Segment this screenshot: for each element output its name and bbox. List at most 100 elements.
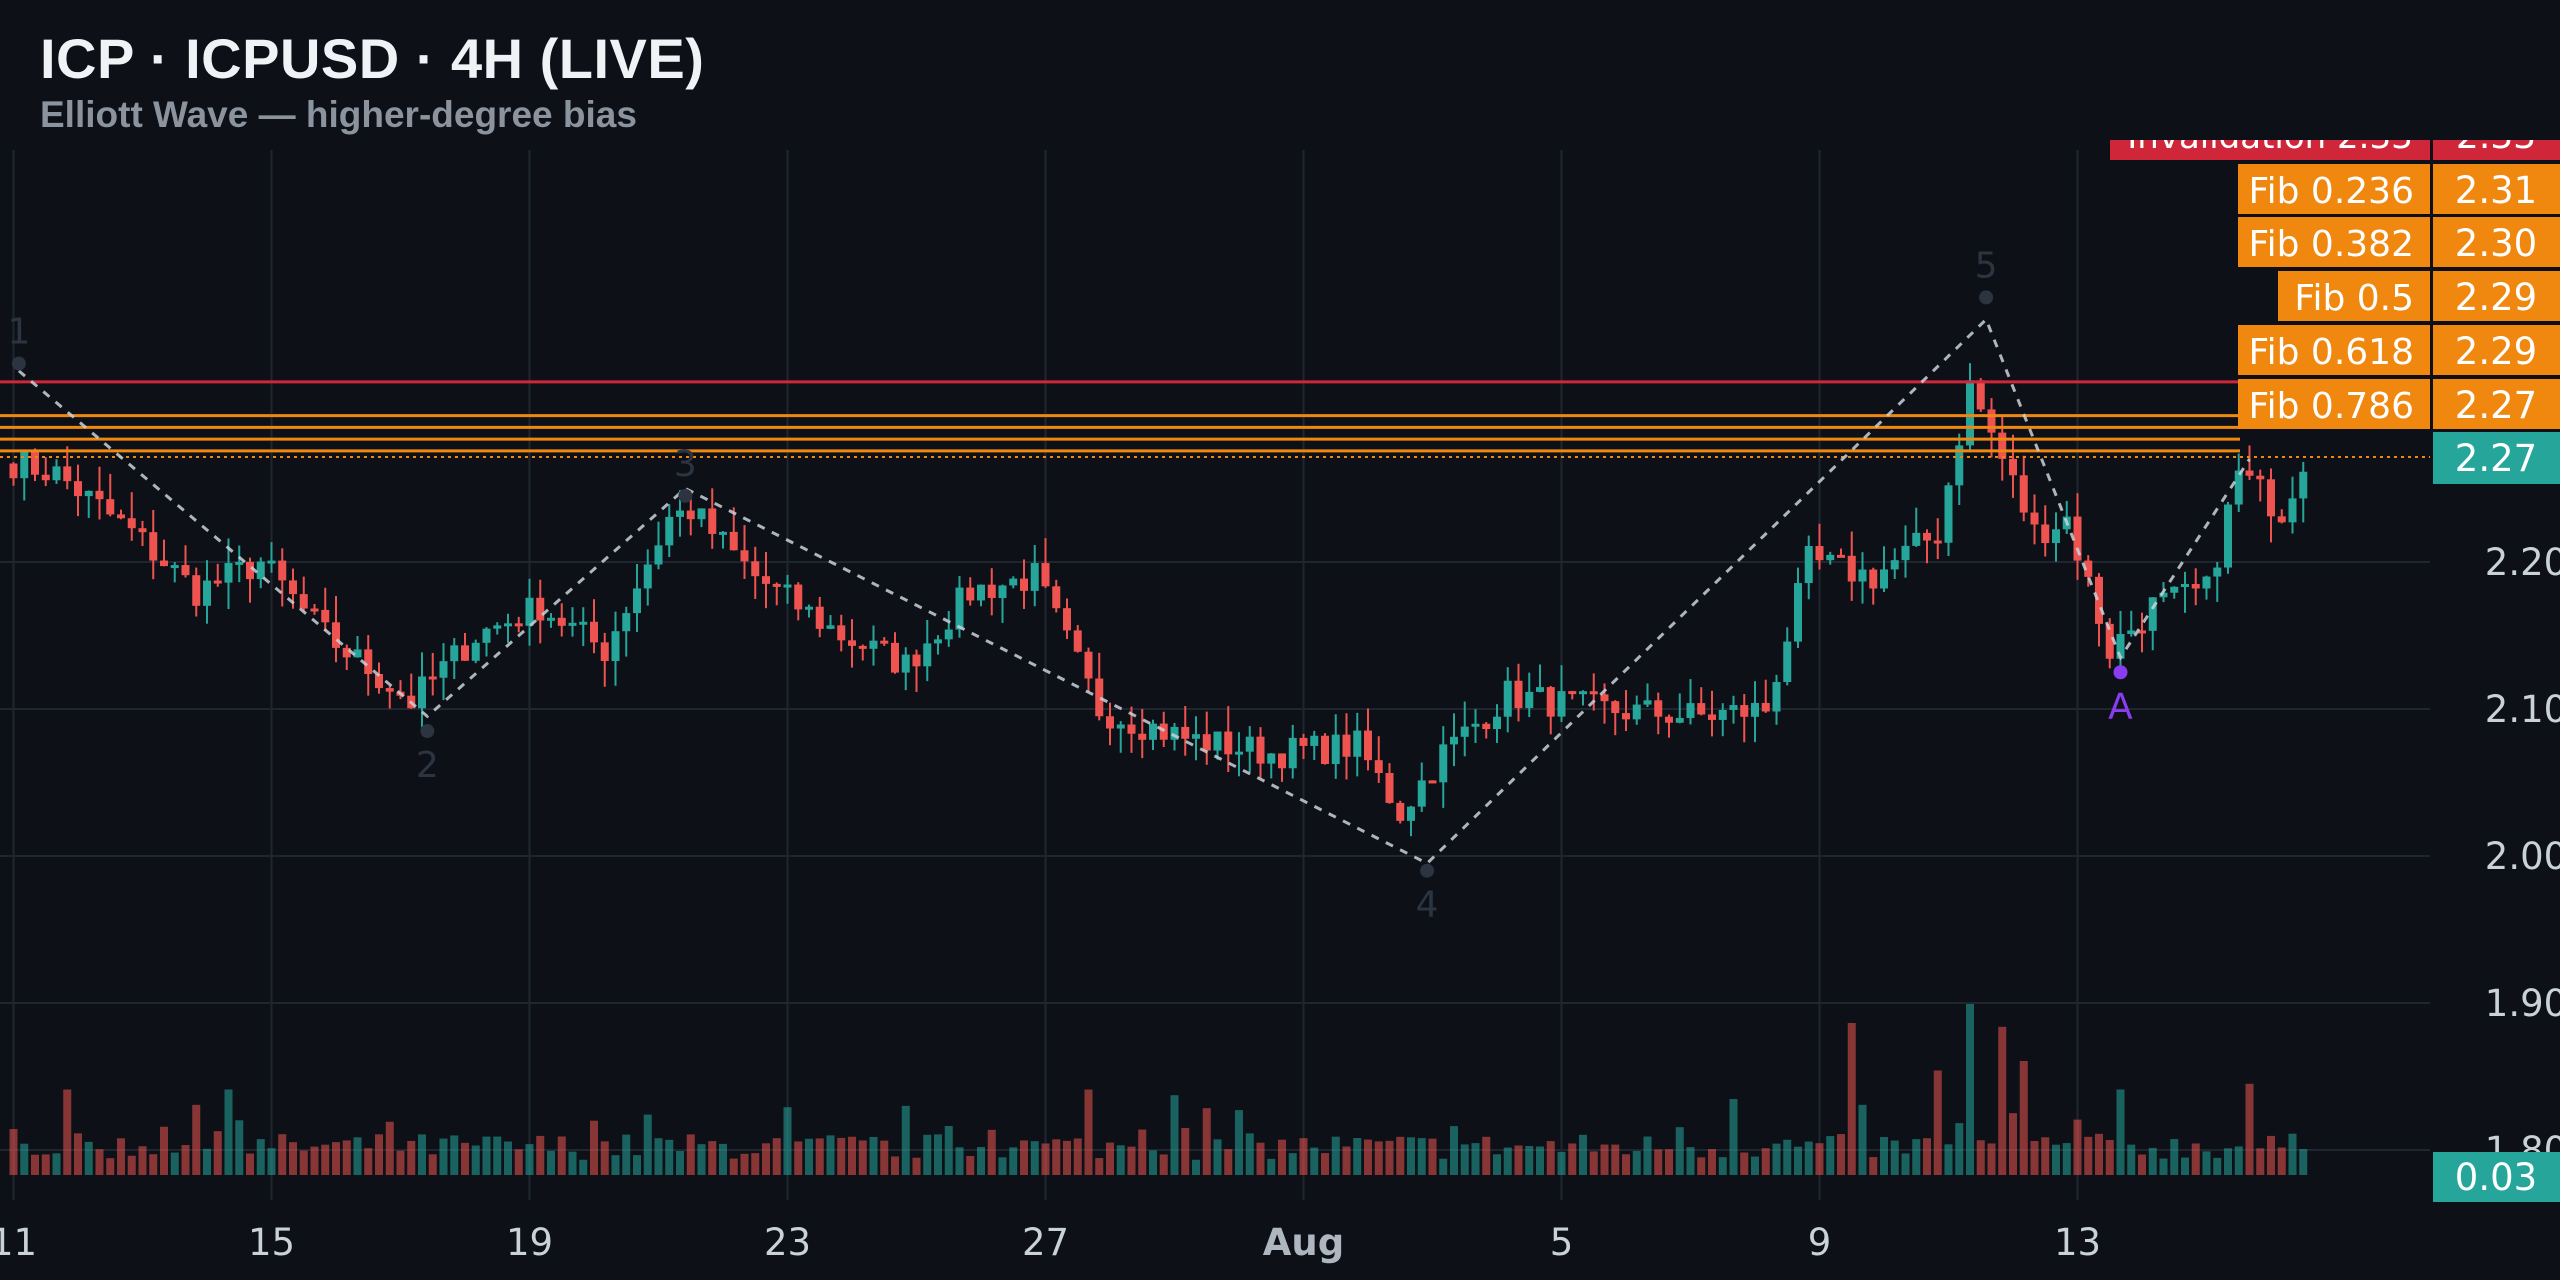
volume-bar bbox=[708, 1141, 717, 1175]
candle bbox=[74, 464, 82, 517]
candle-body bbox=[1826, 554, 1835, 561]
last-price-tag bbox=[2433, 432, 2560, 484]
candle-body bbox=[891, 642, 899, 673]
candles bbox=[9, 363, 2308, 837]
volume-bar bbox=[1116, 1145, 1125, 1175]
candle-body bbox=[224, 563, 233, 583]
volume-bar bbox=[1686, 1147, 1695, 1175]
volume-bar bbox=[1084, 1089, 1093, 1175]
candle-body bbox=[213, 580, 222, 584]
candle bbox=[1579, 690, 1587, 706]
volume-bar bbox=[1869, 1157, 1878, 1175]
candle-body bbox=[1589, 691, 1598, 695]
volume-bar bbox=[2030, 1141, 2039, 1175]
volume-bar bbox=[514, 1149, 523, 1175]
candle bbox=[1364, 708, 1372, 771]
volume-bar bbox=[1708, 1149, 1716, 1175]
candle bbox=[170, 562, 179, 583]
candle bbox=[160, 539, 168, 567]
candle-body bbox=[665, 516, 674, 546]
volume-bar bbox=[1761, 1148, 1770, 1175]
volume-bar bbox=[1224, 1149, 1233, 1175]
candle bbox=[697, 508, 706, 528]
volume-bar bbox=[418, 1134, 426, 1175]
candle bbox=[600, 632, 609, 687]
candle bbox=[1955, 433, 1964, 506]
candle bbox=[1073, 625, 1082, 653]
candle bbox=[2277, 509, 2286, 524]
volume-bar bbox=[1589, 1151, 1598, 1175]
candle-body bbox=[1084, 651, 1093, 679]
volume-bar bbox=[160, 1126, 168, 1175]
candle bbox=[1815, 523, 1824, 570]
candle-body bbox=[1364, 730, 1372, 761]
candle bbox=[590, 599, 598, 654]
candle bbox=[1245, 726, 1254, 772]
candle-body bbox=[1181, 726, 1190, 739]
candle bbox=[235, 545, 244, 583]
candle-body bbox=[826, 625, 835, 629]
candle-body bbox=[1858, 569, 1867, 582]
candle-body bbox=[547, 617, 555, 621]
candle bbox=[794, 582, 803, 621]
candle-body bbox=[2288, 498, 2297, 523]
candle-body bbox=[2213, 567, 2222, 577]
candle-body bbox=[1138, 733, 1147, 740]
volume-bar bbox=[1751, 1156, 1759, 1175]
candle-body bbox=[170, 565, 179, 569]
candle-body bbox=[1385, 773, 1394, 803]
candle-body bbox=[1127, 724, 1136, 734]
candle-body bbox=[1321, 735, 1329, 764]
candle bbox=[1869, 567, 1878, 605]
wave-point bbox=[678, 488, 693, 503]
volume-bar bbox=[955, 1147, 964, 1175]
candle bbox=[1546, 686, 1555, 735]
candle bbox=[461, 633, 469, 661]
candle bbox=[1030, 545, 1039, 607]
candle bbox=[1675, 693, 1684, 724]
candle-body bbox=[1020, 578, 1028, 591]
candle bbox=[2009, 434, 2017, 498]
candle bbox=[31, 448, 39, 482]
wave-label: 2 bbox=[416, 745, 439, 786]
volume-bar bbox=[2170, 1139, 2179, 1175]
volume-bar bbox=[471, 1145, 480, 1175]
volume-bar bbox=[579, 1159, 588, 1175]
candle-body bbox=[1622, 713, 1630, 720]
candle-body bbox=[74, 481, 82, 497]
candle-body bbox=[1331, 734, 1340, 764]
fib-tag-label: Fib 0.5 bbox=[2294, 278, 2414, 319]
candle bbox=[2052, 512, 2060, 562]
time-axis-label: 19 bbox=[506, 1221, 553, 1264]
candle bbox=[891, 632, 899, 674]
candle bbox=[1213, 731, 1222, 760]
candle bbox=[2030, 494, 2039, 545]
candle bbox=[783, 574, 792, 604]
volume-bar bbox=[267, 1148, 276, 1175]
candle-body bbox=[1783, 641, 1792, 682]
volume-bar bbox=[385, 1121, 394, 1175]
fib-tag bbox=[2238, 379, 2430, 429]
candle bbox=[611, 611, 620, 686]
candle bbox=[2181, 571, 2189, 613]
candle bbox=[1718, 703, 1727, 737]
candle-body bbox=[1794, 583, 1802, 642]
candle bbox=[1256, 727, 1265, 778]
volume-bar bbox=[2105, 1140, 2114, 1175]
volume-bar bbox=[1858, 1104, 1867, 1175]
fib-tag-label: Fib 0.618 bbox=[2249, 332, 2414, 373]
volume-bar bbox=[256, 1139, 265, 1175]
volume-bar bbox=[1202, 1108, 1211, 1175]
candle-body bbox=[2299, 471, 2308, 499]
candle bbox=[987, 568, 996, 616]
candle-body bbox=[52, 466, 61, 481]
volume-bar bbox=[63, 1089, 72, 1175]
volume-bar bbox=[751, 1153, 760, 1175]
candle-body bbox=[1987, 409, 1996, 433]
candle-body bbox=[471, 642, 480, 661]
candle-body bbox=[1944, 485, 1953, 543]
candle-body bbox=[2138, 630, 2146, 634]
volume-bar bbox=[31, 1154, 39, 1175]
volume-bar bbox=[95, 1149, 104, 1175]
